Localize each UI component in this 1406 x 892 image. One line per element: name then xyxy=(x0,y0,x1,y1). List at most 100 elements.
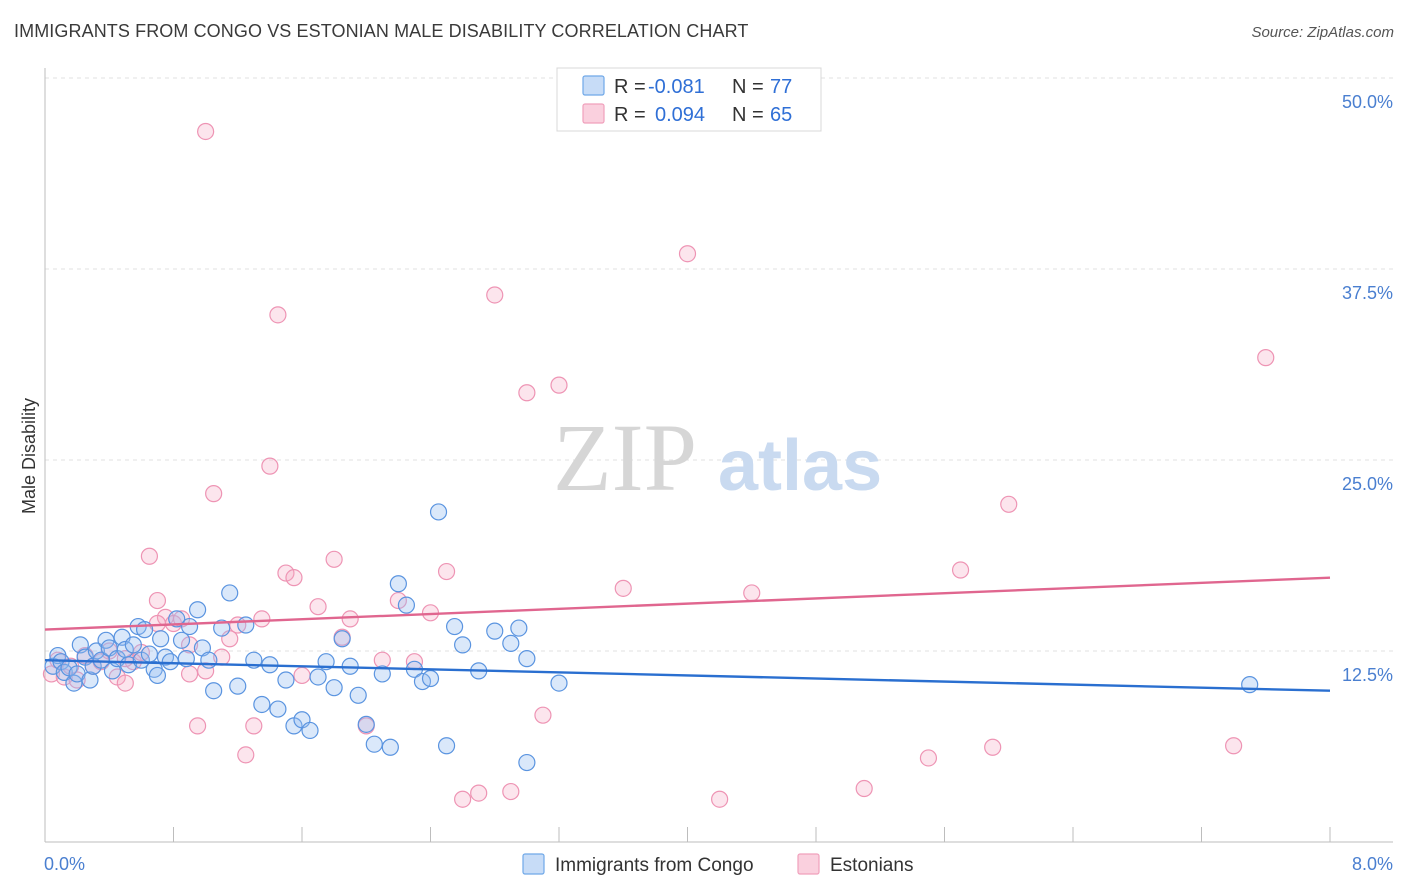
estonians-point-13 xyxy=(140,547,159,565)
estonians-point-53 xyxy=(743,584,761,602)
congo-point-26 xyxy=(148,666,167,685)
congo-point-9 xyxy=(81,671,99,689)
estonians-trend-line xyxy=(44,576,1331,631)
legend-n-label-congo: N = xyxy=(732,76,764,98)
congo-point-66 xyxy=(437,737,456,755)
congo-point-36 xyxy=(200,651,218,669)
estonians-point-19 xyxy=(188,717,207,735)
estonians-point-49 xyxy=(550,376,568,394)
legend-swatch-estonians xyxy=(582,103,605,124)
estonians-point-54 xyxy=(855,779,873,798)
estonians-point-32 xyxy=(293,666,311,685)
congo-point-20 xyxy=(124,636,142,654)
estonians-point-44 xyxy=(470,784,488,802)
congo-point-52 xyxy=(325,679,343,697)
congo-point-65 xyxy=(429,503,448,521)
congo-point-57 xyxy=(365,735,383,753)
legend: R = -0.081 N = 77 R = 0.094 N = 65 xyxy=(556,67,822,132)
y-tick-labels: 12.5% 25.0% 37.5% 50.0% xyxy=(1342,92,1393,685)
bottom-legend: Immigrants from Congo Estonians xyxy=(522,853,913,876)
congo-point-45 xyxy=(269,700,287,718)
congo-point-28 xyxy=(156,648,175,666)
congo-point-72 xyxy=(518,650,536,668)
bottom-legend-label-estonians: Estonians xyxy=(830,855,913,876)
congo-point-58 xyxy=(373,665,391,683)
congo-point-74 xyxy=(518,753,536,772)
congo-point-49 xyxy=(301,721,319,740)
watermark-atlas: atlas xyxy=(718,426,882,506)
estonians-point-4 xyxy=(68,671,86,689)
x-tick-label-0: 0.0% xyxy=(44,854,85,874)
estonians-point-47 xyxy=(518,384,536,402)
congo-point-39 xyxy=(221,584,239,602)
estonians-point-61 xyxy=(197,122,215,141)
congo-point-60 xyxy=(389,575,407,593)
congo-point-24 xyxy=(140,645,159,663)
congo-trend-line xyxy=(44,658,1331,692)
congo-point-34 xyxy=(188,601,207,619)
source-label: Source: ZipAtlas.com xyxy=(1251,24,1394,41)
congo-point-75 xyxy=(510,619,528,637)
estonians-point-10 xyxy=(116,674,134,692)
bottom-legend-swatch-congo xyxy=(522,853,545,875)
estonians-point-52 xyxy=(711,790,729,808)
legend-r-value-estonians: 0.094 xyxy=(655,104,705,126)
congo-point-27 xyxy=(152,630,170,648)
estonians-point-57 xyxy=(984,738,1002,756)
estonians-point-14 xyxy=(148,591,167,610)
congo-point-71 xyxy=(502,634,520,652)
estonians-point-60 xyxy=(1257,349,1275,367)
congo-point-33 xyxy=(180,617,199,636)
congo-point-50 xyxy=(309,668,327,686)
congo-point-29 xyxy=(161,653,179,671)
congo-point-37 xyxy=(205,682,223,700)
congo-point-23 xyxy=(135,621,154,639)
estonians-point-31 xyxy=(285,569,303,587)
estonians-point-43 xyxy=(454,790,472,808)
estonians-point-33 xyxy=(309,598,327,616)
estonians-point-51 xyxy=(678,245,697,263)
estonians-point-42 xyxy=(437,562,456,581)
estonians-point-58 xyxy=(1000,495,1018,513)
estonians-point-18 xyxy=(180,665,199,683)
y-tick-label-1: 25.0% xyxy=(1342,474,1393,494)
congo-point-67 xyxy=(445,617,464,636)
congo-point-68 xyxy=(454,636,472,654)
estonians-point-45 xyxy=(486,286,504,304)
congo-point-70 xyxy=(486,622,504,640)
congo-point-31 xyxy=(172,631,191,649)
congo-point-41 xyxy=(237,616,255,634)
estonians-point-26 xyxy=(245,717,263,735)
estonians-point-56 xyxy=(951,561,970,579)
congo-point-56 xyxy=(357,715,375,733)
estonians-point-27 xyxy=(253,610,271,628)
gridlines xyxy=(45,77,1393,652)
estonians-point-25 xyxy=(237,746,255,764)
congo-point-11 xyxy=(87,642,106,660)
congo-point-55 xyxy=(349,686,367,704)
trend-lines xyxy=(44,576,1331,692)
estonians-point-59 xyxy=(1225,737,1243,755)
congo-point-5 xyxy=(65,674,83,692)
estonians-point-29 xyxy=(269,306,287,324)
estonians-point-63 xyxy=(180,636,199,654)
legend-n-value-congo: 77 xyxy=(770,76,792,98)
axes xyxy=(44,68,1393,843)
legend-r-label-estonians: R = xyxy=(614,104,646,126)
estonians-point-36 xyxy=(341,610,359,628)
watermark: ZIP atlas xyxy=(553,404,882,511)
legend-r-value-congo: -0.081 xyxy=(648,76,705,98)
y-tick-label-2: 37.5% xyxy=(1342,283,1393,303)
bottom-legend-swatch-estonians xyxy=(797,853,820,875)
x-tick-labels: 0.0% 8.0% xyxy=(44,854,1393,874)
congo-point-53 xyxy=(333,630,351,648)
congo-point-38 xyxy=(213,619,231,637)
congo-point-73 xyxy=(550,674,568,692)
legend-swatch-congo xyxy=(582,75,605,96)
estonians-point-50 xyxy=(614,579,632,597)
estonians-point-21 xyxy=(205,485,223,503)
estonians-point-28 xyxy=(261,457,279,475)
y-tick-label-3: 50.0% xyxy=(1342,92,1393,112)
chart-title: IMMIGRANTS FROM CONGO VS ESTONIAN MALE D… xyxy=(14,21,749,41)
